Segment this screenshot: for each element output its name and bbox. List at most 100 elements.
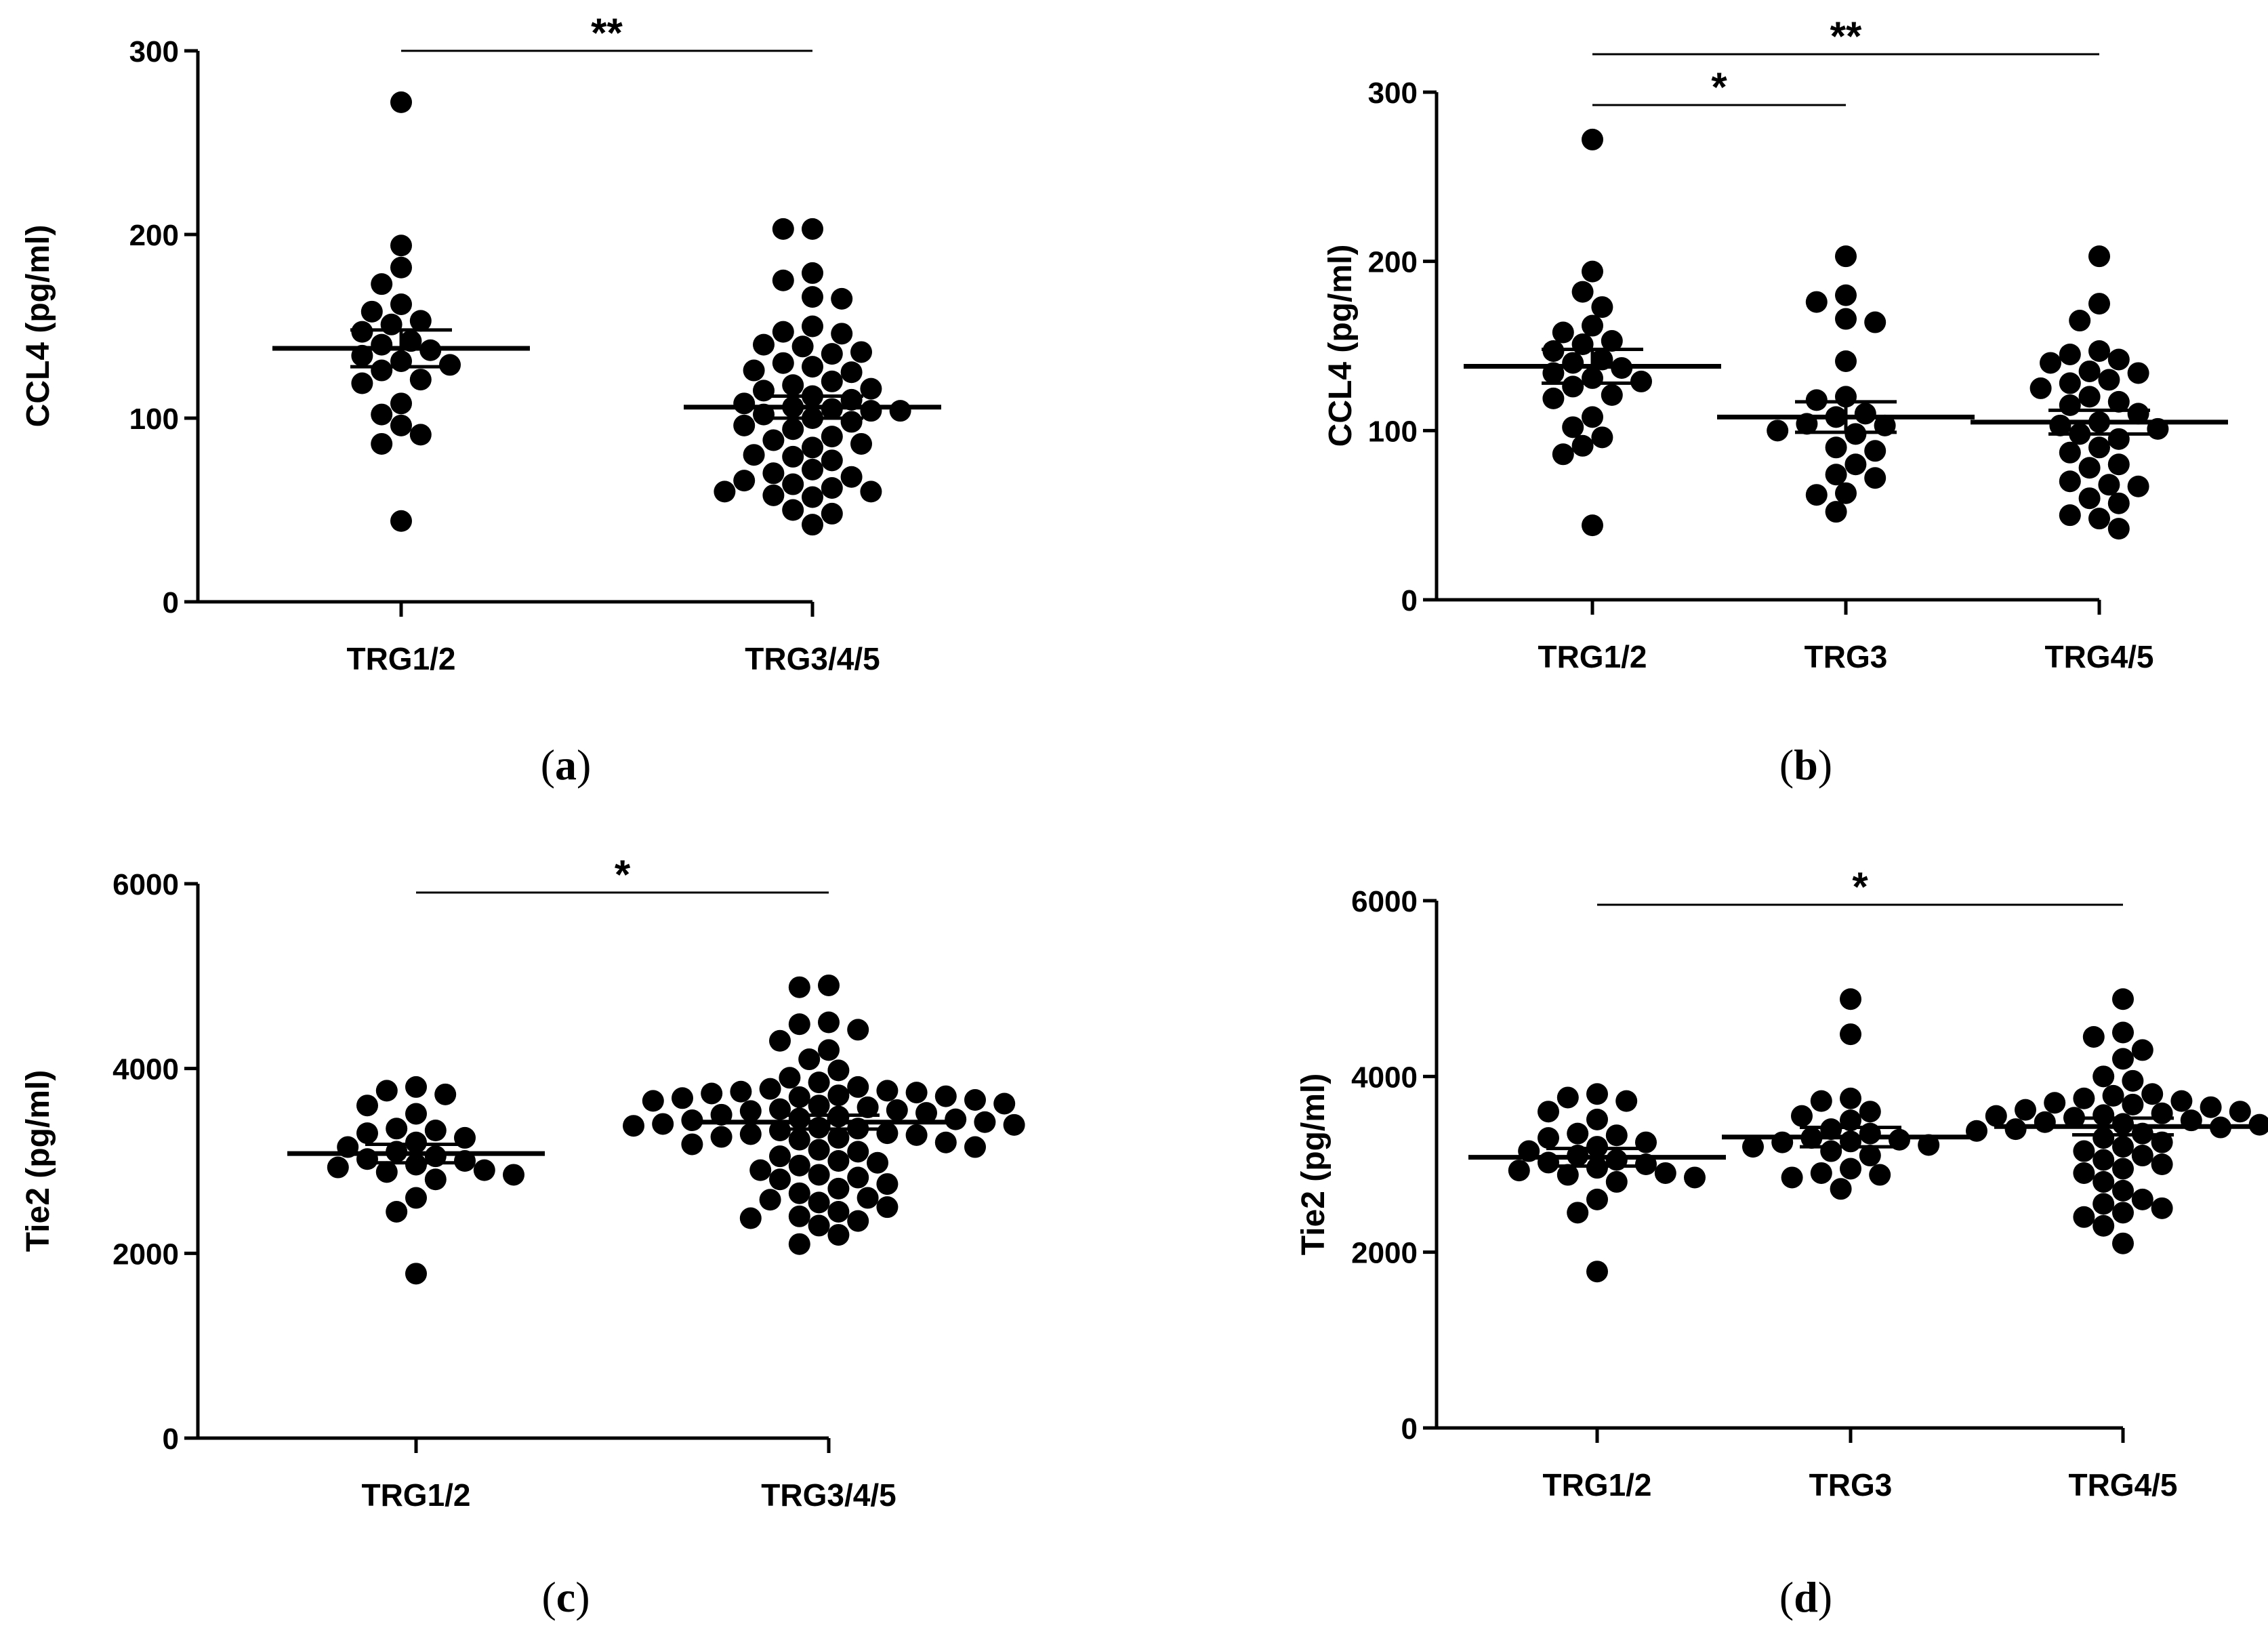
- data-point: [1508, 1160, 1530, 1182]
- data-point: [1767, 420, 1789, 442]
- data-point: [743, 359, 765, 382]
- data-point: [850, 341, 872, 363]
- data-point: [380, 313, 403, 335]
- data-point: [2229, 1101, 2251, 1123]
- data-point: [2107, 348, 2130, 371]
- data-point: [788, 1013, 810, 1036]
- significance-label: *: [1711, 64, 1727, 110]
- data-point: [371, 359, 393, 382]
- y-axis-title: CCL4 (pg/ml): [20, 225, 56, 428]
- data-point: [1859, 1101, 1881, 1123]
- data-point: [2112, 1232, 2134, 1254]
- data-point: [802, 286, 823, 308]
- data-point: [934, 1131, 957, 1153]
- data-point: [993, 1092, 1016, 1115]
- data-point: [876, 1080, 899, 1102]
- data-point: [409, 424, 432, 446]
- data-point: [623, 1115, 644, 1137]
- data-point: [802, 356, 823, 378]
- y-tick-label: 0: [1401, 584, 1418, 617]
- data-point: [390, 293, 412, 315]
- data-point: [1567, 1122, 1589, 1145]
- data-point: [642, 1090, 664, 1112]
- data-point: [788, 1205, 810, 1227]
- data-point: [1552, 321, 1574, 344]
- data-point: [733, 470, 756, 492]
- data-point: [905, 1124, 928, 1146]
- data-point: [1654, 1162, 1676, 1184]
- significance-label: *: [615, 852, 631, 897]
- data-point: [749, 1159, 772, 1181]
- data-point: [405, 1263, 427, 1285]
- y-tick-label: 2000: [112, 1238, 179, 1271]
- data-point: [2092, 1127, 2115, 1149]
- data-point: [2088, 340, 2110, 362]
- data-point: [2107, 518, 2130, 540]
- x-tick-label: TRG4/5: [2068, 1467, 2177, 1502]
- data-point: [2088, 245, 2110, 268]
- x-tick-label: TRG1/2: [361, 1477, 470, 1513]
- data-point: [672, 1087, 693, 1109]
- data-point: [1567, 1202, 1589, 1224]
- data-point: [2092, 1214, 2115, 1237]
- y-axis-title: CCL4 (pg/ml): [1323, 245, 1359, 447]
- data-point: [782, 473, 804, 495]
- data-point: [2127, 362, 2149, 384]
- data-point: [827, 1200, 850, 1223]
- data-point: [769, 1145, 791, 1168]
- data-point: [1918, 1134, 1940, 1156]
- data-point: [788, 1154, 810, 1177]
- data-point: [808, 1164, 830, 1186]
- data-point: [840, 466, 863, 488]
- data-point: [701, 1082, 723, 1105]
- data-point: [439, 354, 461, 376]
- data-point: [876, 1122, 899, 1145]
- data-point: [2078, 386, 2101, 408]
- panel-label: (a): [541, 741, 592, 789]
- y-tick-label: 300: [129, 35, 179, 68]
- data-point: [2004, 1118, 2027, 1141]
- data-point: [1582, 314, 1603, 337]
- data-point: [821, 426, 843, 448]
- data-point: [2082, 1025, 2105, 1048]
- data-point: [827, 1084, 850, 1107]
- data-point: [681, 1109, 703, 1132]
- data-point: [424, 1168, 447, 1191]
- data-point: [2102, 1084, 2124, 1107]
- data-point: [1840, 988, 1861, 1010]
- data-point: [827, 1224, 850, 1246]
- data-point: [2015, 1099, 2036, 1121]
- data-point: [2073, 1206, 2095, 1228]
- data-point: [850, 432, 872, 455]
- data-point: [2034, 1111, 2056, 1133]
- data-point: [857, 1096, 879, 1118]
- data-point: [788, 1107, 810, 1130]
- data-point: [2092, 1104, 2115, 1126]
- data-point: [652, 1113, 674, 1135]
- y-tick-label: 0: [1401, 1412, 1418, 1446]
- data-point: [351, 321, 373, 343]
- data-point: [1810, 1090, 1832, 1112]
- x-tick-label: TRG1/2: [1538, 639, 1647, 674]
- data-point: [1835, 308, 1857, 330]
- data-point: [821, 343, 843, 365]
- data-point: [1556, 1164, 1579, 1186]
- data-point: [886, 1099, 908, 1122]
- data-point: [1864, 467, 1886, 489]
- x-tick-label: TRG3: [1809, 1467, 1893, 1502]
- data-point: [821, 370, 843, 392]
- data-point: [424, 1120, 447, 1142]
- data-point: [1562, 416, 1584, 438]
- data-point: [405, 1103, 427, 1125]
- data-point: [2127, 403, 2149, 425]
- data-point: [788, 1182, 810, 1204]
- data-point: [1538, 1101, 1559, 1123]
- data-point: [2122, 1069, 2144, 1092]
- data-point: [2092, 1149, 2115, 1171]
- data-point: [2073, 1162, 2095, 1184]
- data-point: [1684, 1166, 1706, 1189]
- data-point: [2112, 1021, 2134, 1044]
- data-point: [351, 372, 373, 394]
- data-point: [782, 445, 804, 468]
- y-tick-label: 200: [1368, 246, 1418, 279]
